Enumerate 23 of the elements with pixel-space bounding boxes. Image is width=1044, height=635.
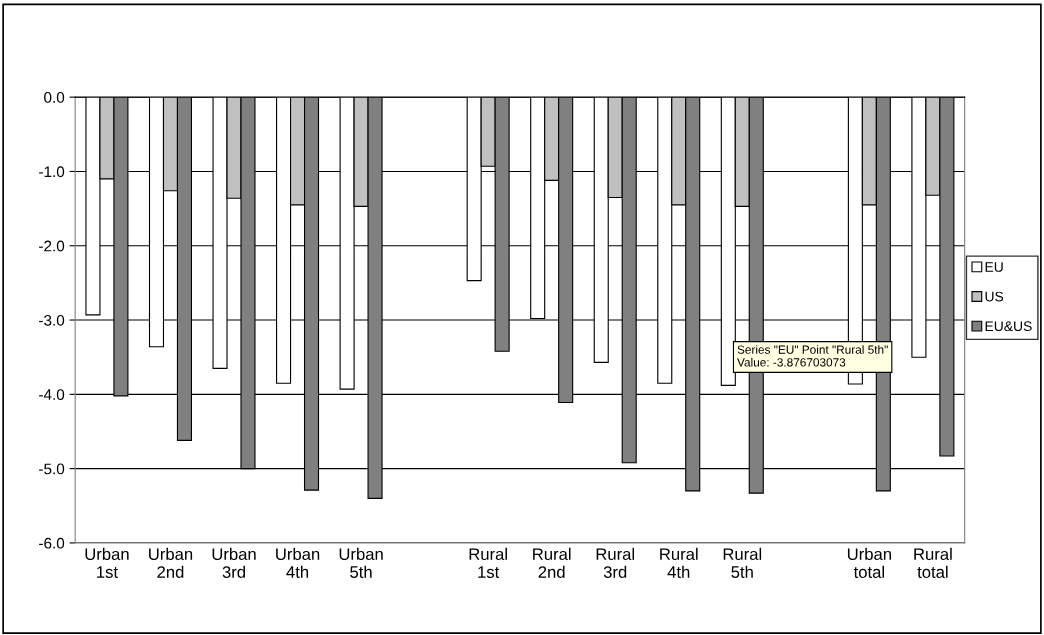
- y-tick-label: -1.0: [39, 166, 65, 178]
- x-tick-label: Urban 5th: [339, 547, 383, 578]
- x-tick-label: Urban 4th: [276, 547, 320, 578]
- x-tick-label: Urban 2nd: [149, 547, 193, 578]
- y-tick-label: -3.0: [39, 314, 65, 326]
- x-tick-label: Rural total: [914, 547, 952, 578]
- x-tick-label: Urban 3rd: [212, 547, 256, 578]
- x-tick-label: Urban total: [847, 547, 891, 578]
- annotation: Series "EU" Point "Rural 5th" Value: -3.876703073: [737, 345, 888, 367]
- y-tick-label: -5.0: [39, 463, 65, 475]
- y-tick-label: -2.0: [39, 240, 65, 252]
- x-tick-label: Rural 1st: [469, 547, 507, 578]
- x-tick-label: Rural 5th: [723, 547, 762, 578]
- legend-label: EU: [985, 262, 1003, 272]
- x-tick-label: Urban 1st: [85, 547, 129, 578]
- y-tick-label: -4.0: [39, 389, 65, 401]
- y-tick-label: -6.0: [39, 537, 65, 549]
- legend-label: EU&US: [985, 321, 1032, 332]
- legend-label: US: [985, 291, 1004, 302]
- y-tick-label: 0.0: [44, 92, 65, 103]
- x-tick-label: Rural 4th: [660, 547, 698, 578]
- x-tick-label: Rural 2nd: [533, 547, 571, 578]
- x-tick-label: Rural 3rd: [596, 547, 635, 578]
